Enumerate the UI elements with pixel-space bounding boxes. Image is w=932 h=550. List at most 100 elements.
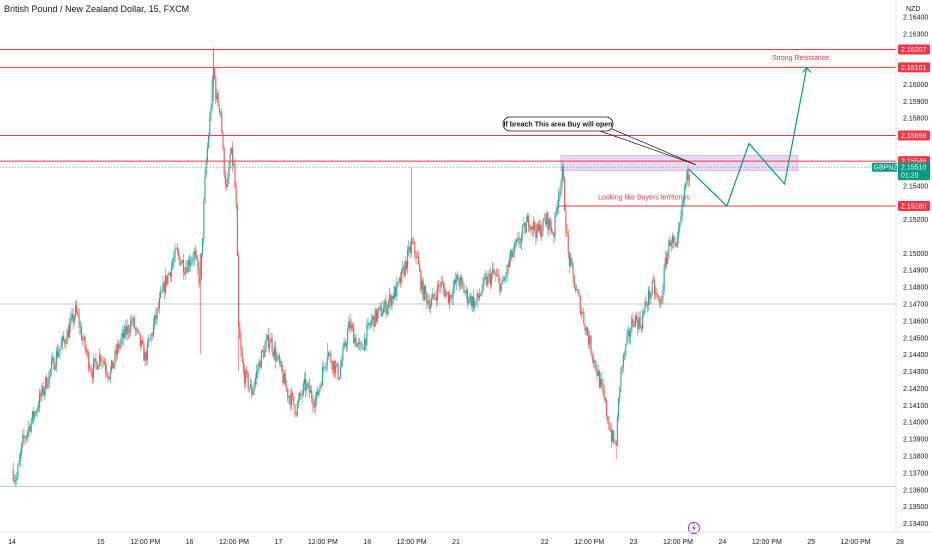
candle-body [592, 357, 594, 363]
candle-body [477, 293, 479, 298]
candle-body [301, 394, 303, 396]
candle-body [263, 350, 265, 358]
candle-body [327, 352, 330, 357]
candle-body [239, 326, 241, 339]
candle-body [33, 411, 35, 418]
candle-body [318, 389, 320, 396]
candle-body [172, 262, 174, 267]
candle-body [456, 274, 458, 284]
candle-body [272, 351, 274, 356]
candle-body [190, 262, 192, 266]
candle-body [471, 296, 473, 307]
candle-body [186, 267, 188, 273]
candle-body [83, 336, 85, 340]
candle-body [317, 391, 319, 396]
candle-body [46, 377, 48, 388]
candle-body [655, 292, 657, 295]
candle-body [343, 342, 345, 349]
candle-body [184, 272, 186, 274]
candle-body [156, 307, 158, 320]
candle-body [675, 243, 677, 247]
candle-body [175, 248, 177, 249]
candle-body [670, 242, 672, 247]
candle-body [598, 370, 600, 388]
candle-body [269, 342, 271, 348]
candle-body [662, 289, 664, 300]
candle-body [519, 242, 521, 244]
candle-body [465, 289, 467, 293]
candle-body [484, 276, 487, 278]
candle-body [673, 236, 675, 243]
annotation-buyers: Looking like Buyers territories [598, 194, 690, 201]
candle-body [356, 343, 358, 347]
candle-body [680, 216, 682, 223]
price-tick-label: 2.14400 [903, 352, 928, 359]
candle-body [512, 252, 514, 258]
candle-body [17, 465, 19, 477]
candle-body [221, 111, 223, 133]
price-axis[interactable] [896, 0, 932, 550]
projection-path[interactable] [688, 67, 808, 208]
candle-body [42, 385, 44, 395]
candle-body [106, 369, 108, 375]
candle-body [546, 212, 548, 224]
price-tick-label: 2.13400 [903, 521, 928, 528]
candle-body [154, 315, 156, 325]
candle-body [452, 287, 454, 299]
candle-body [541, 230, 543, 237]
candle-body [170, 266, 172, 277]
candle-body [486, 276, 488, 286]
candle-body [536, 223, 538, 238]
candle-body [98, 355, 101, 367]
chart-title: British Pound / New Zealand Dollar, 15, … [4, 4, 190, 14]
candle-body [507, 264, 509, 267]
candle-body [347, 330, 349, 345]
candle-body [589, 336, 591, 345]
candle-body [167, 274, 169, 284]
candle-body [227, 177, 229, 187]
candle-body [258, 361, 260, 370]
candle-body [152, 324, 155, 336]
candle-body [504, 277, 506, 281]
candle-body [254, 378, 256, 385]
candle-body [100, 355, 102, 362]
candle-body [444, 288, 446, 297]
candle-body [522, 225, 524, 235]
candle-body [651, 281, 653, 294]
candle-body [573, 275, 575, 289]
candle-body [580, 311, 582, 314]
time-tick-label: 12:00 PM [752, 539, 782, 546]
candle-body [608, 421, 610, 430]
candle-body [277, 355, 279, 357]
candle-body [326, 356, 328, 365]
candle-body [559, 192, 561, 196]
candle-body [61, 336, 63, 344]
candle-body [379, 306, 381, 308]
candle-body [447, 291, 449, 304]
candle-body [681, 202, 683, 217]
candle-body [259, 361, 261, 368]
candle-body [564, 179, 566, 211]
candle-body [181, 260, 183, 264]
breakout-zone[interactable] [560, 155, 799, 171]
candle-body [333, 361, 336, 374]
candle-body [618, 397, 620, 417]
candle-body [294, 404, 296, 414]
candle-body [90, 369, 92, 374]
candle-body [71, 313, 73, 319]
candle-body [145, 352, 147, 361]
candle-body [537, 223, 539, 231]
candle-body [416, 256, 418, 259]
level-price-label: 2.15280 [901, 204, 926, 211]
candle-body [78, 315, 80, 328]
candle-body [438, 284, 440, 286]
candle-body [469, 295, 471, 302]
candle-body [284, 373, 286, 386]
candle-body [234, 164, 236, 187]
candle-body [121, 332, 123, 339]
candle-body [450, 294, 452, 299]
callout-bubble[interactable] [502, 116, 614, 132]
candle-body [136, 328, 138, 330]
